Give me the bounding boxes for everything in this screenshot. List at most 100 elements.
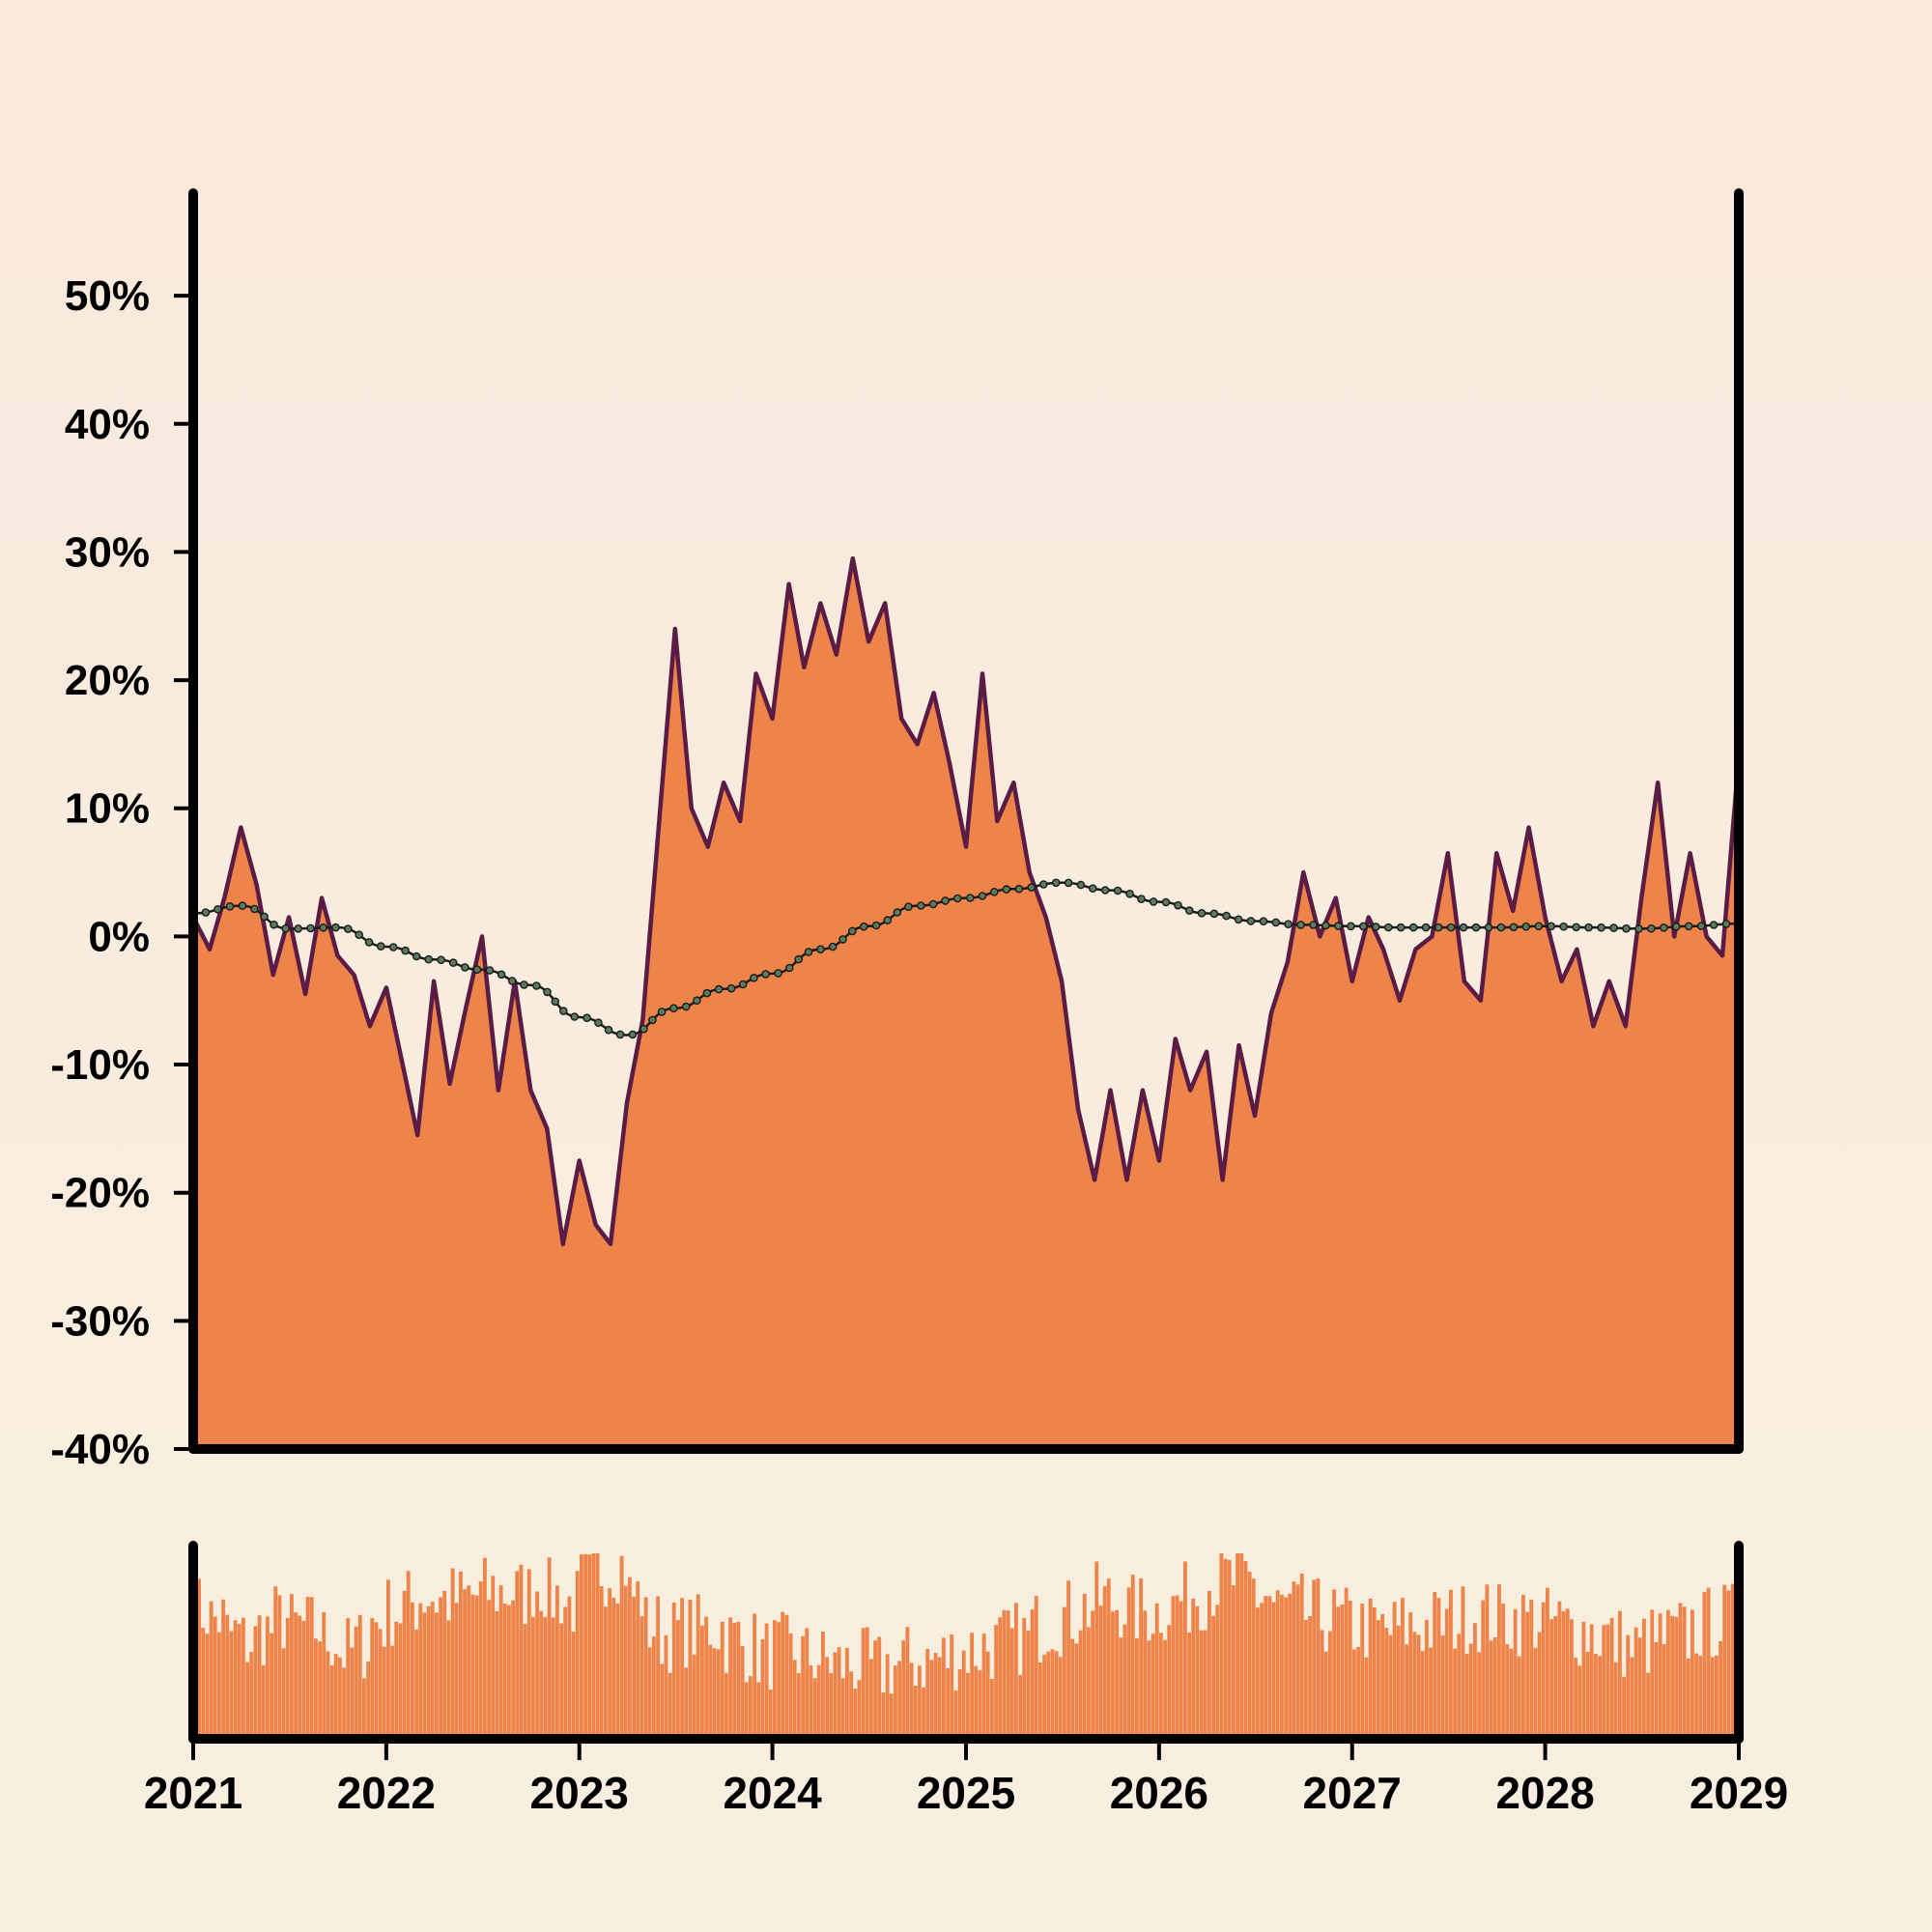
trend-marker <box>1421 923 1431 932</box>
lower-bar <box>925 1649 930 1736</box>
lower-bar <box>1425 1619 1429 1736</box>
trend-marker <box>681 1002 691 1011</box>
lower-bar <box>781 1611 785 1736</box>
trend-marker <box>1321 921 1330 930</box>
lower-bar <box>764 1623 769 1736</box>
lower-bar <box>1063 1606 1066 1736</box>
lower-bar <box>402 1590 407 1736</box>
lower-bar <box>386 1579 390 1736</box>
trend-marker <box>838 935 847 944</box>
lower-bar <box>1066 1580 1071 1736</box>
lower-bar <box>559 1623 564 1736</box>
lower-bar <box>1464 1653 1469 1736</box>
lower-bar <box>498 1585 503 1736</box>
lower-bar <box>1549 1619 1554 1736</box>
lower-bar <box>1521 1595 1525 1736</box>
trend-marker <box>1347 922 1355 931</box>
trend-marker <box>657 1008 667 1016</box>
trend-marker <box>582 1013 591 1022</box>
lower-bar <box>608 1588 612 1736</box>
lower-bar <box>953 1690 958 1736</box>
trend-marker <box>543 987 552 997</box>
lower-bar <box>390 1645 395 1736</box>
lower-bar <box>1098 1605 1103 1736</box>
lower-bar <box>1408 1612 1413 1736</box>
lower-bar <box>901 1640 906 1736</box>
trend-marker <box>639 1024 648 1034</box>
lower-bar <box>1054 1651 1059 1736</box>
lower-bar <box>414 1629 419 1736</box>
lower-bar <box>502 1604 507 1736</box>
trend-marker <box>816 945 825 954</box>
lower-bar <box>1505 1644 1510 1736</box>
lower-bar <box>523 1624 527 1736</box>
lower-bar <box>985 1651 990 1736</box>
trend-marker <box>928 899 938 909</box>
lower-bar <box>1042 1655 1047 1736</box>
lower-bar <box>929 1660 934 1736</box>
lower-bar <box>1589 1624 1594 1736</box>
lower-bar <box>322 1612 327 1736</box>
lower-bar <box>285 1618 290 1736</box>
trend-marker <box>774 969 782 978</box>
lower-bar <box>567 1596 572 1736</box>
lower-bar <box>1058 1657 1063 1736</box>
lower-bar <box>676 1620 680 1736</box>
lower-bar <box>1501 1604 1506 1736</box>
lower-bar <box>1070 1638 1075 1736</box>
lower-bar <box>1323 1651 1328 1736</box>
lower-bar <box>1256 1607 1260 1736</box>
lower-bar <box>487 1600 492 1736</box>
trend-marker <box>355 930 364 940</box>
trend-marker <box>364 938 374 947</box>
lower-bar <box>809 1665 813 1736</box>
trend-marker <box>917 901 925 910</box>
lower-bar <box>1574 1658 1578 1736</box>
lower-bar <box>1440 1635 1445 1736</box>
lower-bar <box>1179 1601 1183 1736</box>
lower-bar <box>680 1598 685 1736</box>
lower-bar <box>1336 1606 1341 1736</box>
lower-bar <box>833 1652 838 1736</box>
lower-bar <box>418 1603 423 1736</box>
trend-marker <box>871 921 881 930</box>
x-tick-label: 2027 <box>1303 1768 1402 1818</box>
trend-marker <box>497 970 506 980</box>
lower-bar <box>442 1590 447 1736</box>
lower-bar <box>1215 1605 1220 1736</box>
lower-bar <box>205 1634 210 1736</box>
lower-bar <box>1251 1578 1256 1736</box>
lower-bar <box>1377 1620 1380 1736</box>
trend-marker <box>714 984 724 994</box>
lower-bar <box>652 1636 656 1736</box>
lower-bar <box>1111 1611 1115 1736</box>
lower-bar <box>1038 1662 1042 1736</box>
trend-marker <box>424 954 434 964</box>
lower-bar <box>1368 1598 1373 1736</box>
trend-marker <box>1459 923 1468 932</box>
lower-bar <box>1243 1560 1248 1736</box>
trend-marker <box>1149 897 1158 906</box>
lower-bar <box>1557 1601 1562 1736</box>
lower-bar <box>950 1634 954 1736</box>
lower-bar <box>861 1628 866 1736</box>
trend-marker <box>738 980 748 989</box>
trend-marker <box>1271 918 1281 927</box>
lower-bar <box>1662 1644 1666 1736</box>
trend-marker <box>270 920 278 929</box>
lower-bar <box>1392 1602 1397 1736</box>
lower-bar <box>591 1553 596 1736</box>
lower-bar <box>788 1633 793 1736</box>
lower-bar <box>1208 1590 1211 1736</box>
y-tick-label: 0% <box>88 913 150 960</box>
trend-marker <box>761 970 770 979</box>
lower-bar <box>1630 1657 1634 1736</box>
lower-bar <box>1130 1575 1135 1736</box>
lower-bar <box>342 1667 347 1736</box>
trend-marker <box>883 916 893 924</box>
lower-bar <box>1191 1598 1196 1736</box>
lower-bar <box>1171 1596 1176 1736</box>
lower-bar <box>784 1614 789 1736</box>
lower-bar <box>422 1612 427 1736</box>
lower-bar <box>491 1576 496 1736</box>
